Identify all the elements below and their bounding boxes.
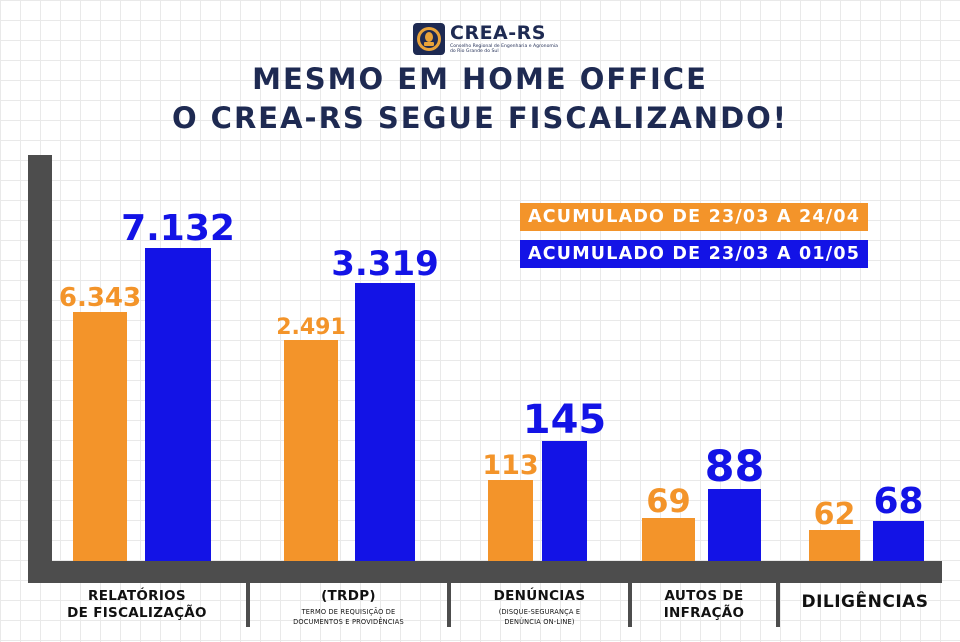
bar-orange-4 — [642, 518, 695, 561]
category-subtitle-2: TERMO DE REQUISIÇÃO DE DOCUMENTOS E PROV… — [293, 608, 404, 626]
data-label-orange-3: 113 — [482, 450, 538, 481]
data-label-orange-4: 69 — [646, 482, 691, 520]
data-label-orange-1: 6.343 — [59, 283, 141, 313]
category-label-5: DILIGÊNCIAS — [780, 588, 950, 611]
bar-blue-5 — [873, 521, 924, 561]
category-subtitle-3: (DISQUE-SEGURANÇA E DENÚNCIA ON-LINE) — [498, 608, 581, 626]
bar-blue-1 — [145, 248, 211, 561]
data-label-orange-2: 2.491 — [276, 315, 346, 340]
bar-orange-2 — [284, 340, 338, 561]
crea-rs-logo: CREA-RS Conselho Regional de Engenharia … — [412, 22, 560, 56]
data-label-blue-5: 68 — [873, 481, 923, 522]
data-label-blue-2: 3.319 — [331, 244, 439, 284]
category-label-3: DENÚNCIAS (DISQUE-SEGURANÇA E DENÚNCIA ON… — [451, 588, 628, 627]
category-divider-2 — [447, 583, 451, 627]
legend-blue: ACUMULADO DE 23/03 A 01/05 — [520, 240, 869, 268]
category-title-5: DILIGÊNCIAS — [801, 592, 929, 612]
category-divider-1 — [246, 583, 250, 627]
category-label-2: (TRDP) TERMO DE REQUISIÇÃO DE DOCUMENTOS … — [250, 588, 447, 627]
bar-orange-5 — [809, 530, 860, 561]
category-label-4: AUTOS DE INFRAÇÃO — [632, 588, 776, 622]
category-label-1: RELATÓRIOS DE FISCALIZAÇÃO — [28, 588, 246, 622]
category-divider-3 — [628, 583, 632, 627]
y-axis — [28, 155, 52, 565]
headline-line-1: MESMO EM HOME OFFICE — [252, 62, 708, 96]
logo-name: CREA-RS — [450, 21, 546, 44]
category-title-2: (TRDP) — [321, 588, 376, 604]
category-title-4: AUTOS DE INFRAÇÃO — [663, 588, 745, 621]
x-axis — [28, 561, 942, 583]
bar-blue-4 — [708, 489, 761, 561]
category-title-3: DENÚNCIAS — [493, 588, 586, 604]
category-divider-4 — [776, 583, 780, 627]
logo-subtitle: Conselho Regional de Engenharia e Agrono… — [450, 43, 558, 54]
data-label-blue-3: 145 — [523, 397, 607, 443]
category-title-1: RELATÓRIOS DE FISCALIZAÇÃO — [67, 588, 207, 621]
headline-line-2: O CREA-RS SEGUE FISCALIZANDO! — [171, 101, 789, 135]
data-label-blue-4: 88 — [705, 442, 765, 492]
crea-seal-icon — [413, 23, 445, 55]
bar-blue-3 — [542, 441, 587, 561]
data-label-blue-1: 7.132 — [121, 208, 235, 249]
legend-orange: ACUMULADO DE 23/03 A 24/04 — [520, 203, 869, 231]
bar-orange-1 — [73, 312, 127, 561]
data-label-orange-5: 62 — [814, 497, 856, 532]
bar-orange-3 — [488, 480, 533, 561]
bar-blue-2 — [355, 283, 415, 561]
